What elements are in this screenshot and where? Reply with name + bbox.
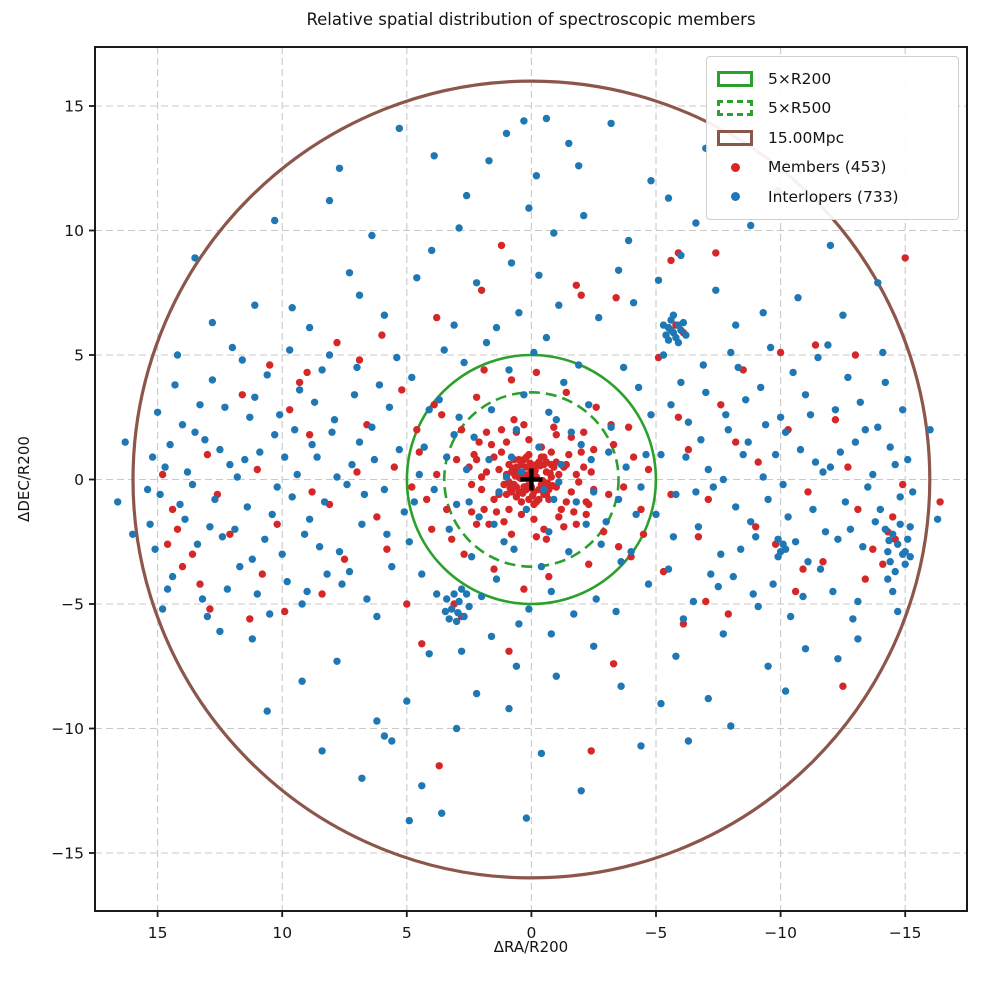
legend-swatch (716, 70, 754, 87)
svg-text:−10: −10 (51, 720, 84, 738)
svg-text:−15: −15 (889, 924, 922, 942)
legend-box: 5×R200 5×R500 15.00Mpc Members (453) Interlo… (706, 56, 959, 220)
legend-label: 5×R500 (768, 99, 832, 118)
legend-swatch (716, 129, 754, 146)
circle-1500mpc (131, 79, 932, 880)
svg-text:−15: −15 (51, 845, 84, 863)
legend-label: 5×R200 (768, 69, 832, 88)
tick-labels: 15 10 5 0 −5 −10 −15 15 10 5 0 −5 −10 −15 (51, 98, 921, 943)
legend-swatch (716, 100, 754, 117)
svg-text:−10: −10 (764, 924, 797, 942)
svg-text:5: 5 (402, 924, 412, 942)
svg-text:15: 15 (148, 924, 168, 942)
svg-text:10: 10 (64, 222, 84, 240)
legend-item: Interlopers (733) (716, 182, 948, 212)
legend-item: 5×R200 (716, 64, 948, 94)
legend-label: 15.00Mpc (768, 128, 845, 147)
svg-text:10: 10 (272, 924, 292, 942)
center-cross-marker (520, 468, 543, 491)
legend-item: Members (453) (716, 153, 948, 183)
legend-label: Interlopers (733) (768, 187, 899, 206)
legend-marker-dot-icon (730, 162, 740, 172)
legend-circle-icon (717, 129, 753, 146)
circle-5r500 (442, 391, 620, 568)
members-points (158, 241, 944, 770)
y-axis-label: ΔDEC/R200 (15, 436, 33, 522)
svg-text:0: 0 (74, 471, 84, 489)
svg-text:5: 5 (74, 347, 84, 365)
legend-dashed-circle-icon (717, 100, 753, 117)
legend-swatch (716, 162, 754, 172)
svg-text:0: 0 (526, 924, 536, 942)
x-axis-label: ΔRA/R200 (493, 938, 569, 956)
legend-swatch (716, 192, 754, 202)
legend-circle-icon (717, 70, 753, 87)
chart-title: Relative spatial distribution of spectro… (306, 10, 756, 29)
legend-item: 15.00Mpc (716, 123, 948, 153)
svg-text:−5: −5 (61, 596, 84, 614)
tick-marks (89, 105, 907, 917)
svg-text:15: 15 (64, 98, 84, 116)
legend-item: 5×R500 (716, 94, 948, 124)
legend-marker-dot-icon (730, 192, 740, 202)
interlopers-points (114, 114, 942, 825)
svg-text:−5: −5 (645, 924, 668, 942)
legend-label: Members (453) (768, 158, 887, 177)
